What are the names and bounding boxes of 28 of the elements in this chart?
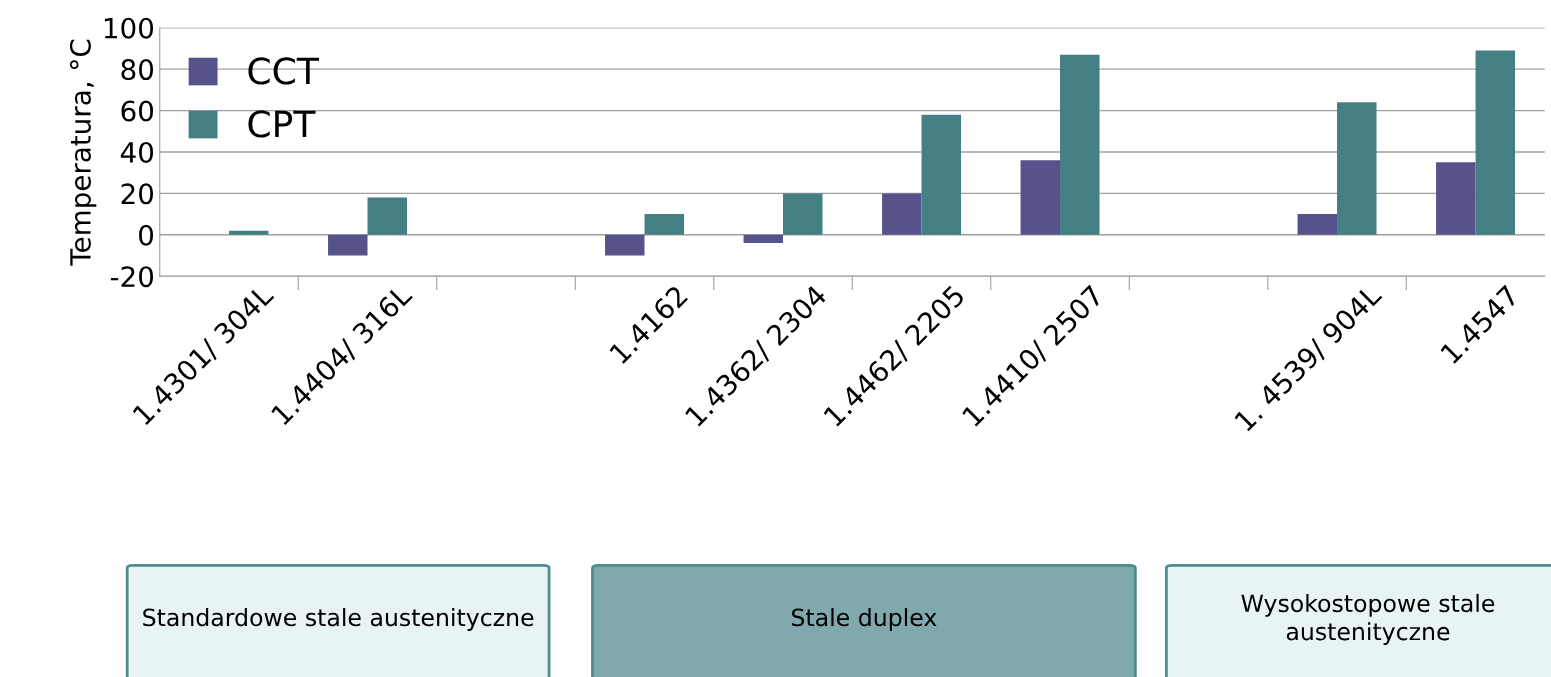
y-tick-label: 100 [104,17,154,39]
bar [229,230,269,235]
legend-label: CCT [248,57,320,85]
y-tick-label: 20 [121,183,154,205]
bar [743,234,784,244]
bar [783,193,823,235]
y-tick-label: 60 [121,100,154,122]
bar [1297,214,1338,235]
bar [328,234,368,256]
text: Stale duplex [792,608,937,631]
y-tick-label: 0 [139,224,154,246]
y-tick-label: 80 [121,59,154,81]
bar [921,114,961,235]
y-tick-label: 40 [120,141,154,163]
bar [882,193,922,235]
bar [1475,50,1516,235]
bar [1337,102,1377,235]
bar [644,214,684,235]
y-tick-label: -20 [110,266,154,288]
bar [1436,162,1476,235]
bar [1020,160,1061,235]
y-axis-title: Temperatura, °C [69,39,97,266]
bar [1060,54,1100,235]
bar [605,234,645,256]
bar [367,197,407,235]
text: Standardowe stale austenityczne [143,608,534,631]
text: Wysokostopowe stale austenityczne [1241,593,1495,645]
legend-label: CPT [248,110,316,138]
